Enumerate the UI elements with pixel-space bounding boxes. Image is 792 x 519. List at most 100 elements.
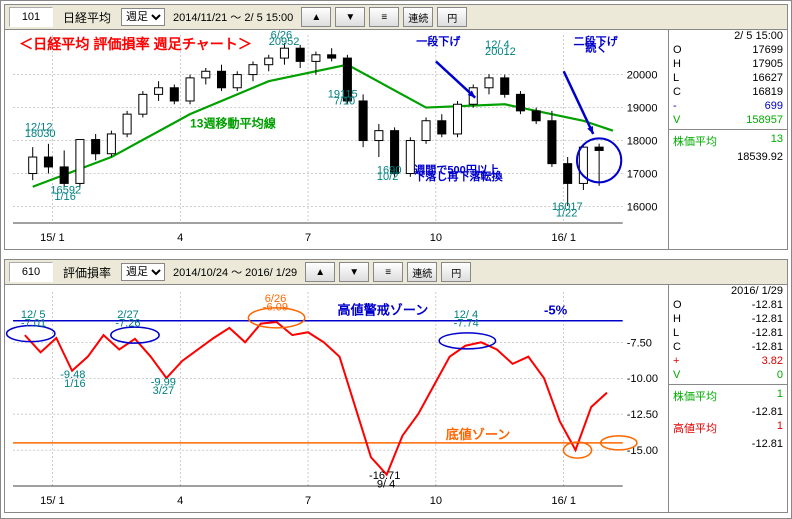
svg-text:16000: 16000 xyxy=(627,202,658,214)
svg-text:一段下げ: 一段下げ xyxy=(416,34,461,48)
ohlc-h: -12.81 xyxy=(752,313,783,325)
ohlc-h: 17905 xyxy=(752,58,783,70)
volume-label: V xyxy=(673,114,680,126)
svg-text:高値警戒ゾーン: 高値警戒ゾーン xyxy=(338,303,429,318)
svg-text:-6.09: -6.09 xyxy=(263,302,288,314)
svg-text:-7.50: -7.50 xyxy=(627,337,652,349)
top-panel: 日経平均 週足 2014/11/21 ～ 2/ 5 15:00 ▲ ▼ ≡ 連続… xyxy=(4,4,788,250)
ohlc-h-label: H xyxy=(673,313,681,325)
ohlc-o: -12.81 xyxy=(752,299,783,311)
continuous-button[interactable]: 連続 xyxy=(407,262,437,282)
avg-period: 13 xyxy=(771,133,783,149)
bottom-toolbar: 評価損率 週足 2014/10/24 ～ 2016/ 1/29 ▲ ▼ ≡ 連続… xyxy=(5,260,787,285)
svg-text:-10.00: -10.00 xyxy=(627,373,658,385)
ohlc-c-label: C xyxy=(673,86,681,98)
svg-text:-12.50: -12.50 xyxy=(627,409,658,421)
ohlc-l-label: L xyxy=(673,327,679,339)
svg-text:7: 7 xyxy=(305,495,311,507)
ohlc-l-label: L xyxy=(673,72,679,84)
svg-text:18030: 18030 xyxy=(25,128,56,140)
svg-text:1/22: 1/22 xyxy=(556,207,578,219)
timeframe-select[interactable]: 週足 xyxy=(121,263,165,281)
svg-text:9/ 4: 9/ 4 xyxy=(377,478,395,490)
svg-text:20012: 20012 xyxy=(485,46,516,58)
ohlc-l: -12.81 xyxy=(752,327,783,339)
svg-text:10/2: 10/2 xyxy=(377,171,399,183)
svg-text:20952: 20952 xyxy=(269,36,300,48)
svg-text:13週移動平均線: 13週移動平均線 xyxy=(190,115,276,130)
yen-button[interactable]: 円 xyxy=(437,7,467,27)
svg-text:10: 10 xyxy=(430,495,442,507)
yen-button[interactable]: 円 xyxy=(441,262,471,282)
svg-text:4: 4 xyxy=(177,495,183,507)
date-range: 2014/11/21 ～ 2/ 5 15:00 xyxy=(169,9,297,25)
ohlc-c: 16819 xyxy=(752,86,783,98)
volume-value: 158957 xyxy=(746,114,783,126)
svg-text:17000: 17000 xyxy=(627,169,658,181)
svg-text:7: 7 xyxy=(305,232,311,244)
diff-label: - xyxy=(673,100,677,112)
continuous-button[interactable]: 連続 xyxy=(403,7,433,27)
diff-value: 3.82 xyxy=(762,355,783,367)
ohlc-o-label: O xyxy=(673,299,682,311)
bottom-chart: -7.50 -10.00 -12.50 -15.00 15/ 1 4 7 10 16/ 1 高値警… xyxy=(5,284,669,512)
ohlc-h-label: H xyxy=(673,58,681,70)
code-input[interactable] xyxy=(9,262,53,282)
svg-text:16/ 1: 16/ 1 xyxy=(551,232,576,244)
svg-text:3/27: 3/27 xyxy=(153,385,175,397)
svg-text:4: 4 xyxy=(177,232,183,244)
svg-text:15/ 1: 15/ 1 xyxy=(40,232,65,244)
ohlc-c-label: C xyxy=(673,341,681,353)
ohlc-c: -12.81 xyxy=(752,341,783,353)
svg-text:20000: 20000 xyxy=(627,70,658,82)
top-chart: 16000 17000 18000 19000 20000 15/ 1 4 7 10 16/ 1 ＜… xyxy=(5,29,669,249)
app-root: 日経平均 週足 2014/11/21 ～ 2/ 5 15:00 ▲ ▼ ≡ 連続… xyxy=(0,0,792,519)
avg1-period: 1 xyxy=(777,388,783,404)
svg-text:1/16: 1/16 xyxy=(54,191,76,203)
bottom-panel: 評価損率 週足 2014/10/24 ～ 2016/ 1/29 ▲ ▼ ≡ 連続… xyxy=(4,259,788,513)
avg2-value: -12.81 xyxy=(752,438,783,450)
svg-text:1/16: 1/16 xyxy=(64,378,86,390)
scroll-up-button[interactable]: ▲ xyxy=(305,262,335,282)
svg-text:続く: 続く xyxy=(585,41,607,55)
svg-text:＜日経平均 評価損率 週足チャート＞: ＜日経平均 評価損率 週足チャート＞ xyxy=(19,36,252,52)
ohlc-l: 16627 xyxy=(752,72,783,84)
svg-text:下落し再下落転換: 下落し再下落転換 xyxy=(414,169,503,183)
volume-value: 0 xyxy=(777,369,783,381)
svg-text:-7.26: -7.26 xyxy=(115,318,140,330)
svg-text:7/10: 7/10 xyxy=(334,95,356,107)
svg-text:底値ゾーン: 底値ゾーン xyxy=(446,427,511,442)
timestamp: 2016/ 1/29 xyxy=(731,285,783,297)
list-button[interactable]: ≡ xyxy=(369,7,399,27)
date-range: 2014/10/24 ～ 2016/ 1/29 xyxy=(169,264,301,280)
scroll-down-button[interactable]: ▼ xyxy=(339,262,369,282)
svg-text:19000: 19000 xyxy=(627,103,658,115)
avg-label: 株価平均 xyxy=(673,133,717,149)
avg2-period: 1 xyxy=(777,420,783,436)
top-side-panel: 2/ 5 15:00 O17699 H17905 L16627 C16819 -… xyxy=(668,29,787,249)
svg-text:10: 10 xyxy=(430,232,442,244)
svg-text:-15.00: -15.00 xyxy=(627,445,658,457)
svg-text:16/ 1: 16/ 1 xyxy=(551,495,576,507)
svg-text:15/ 1: 15/ 1 xyxy=(40,495,65,507)
svg-text:-5%: -5% xyxy=(544,303,568,318)
svg-text:-7.74: -7.74 xyxy=(454,318,479,330)
ohlc-o: 17699 xyxy=(752,44,783,56)
list-button[interactable]: ≡ xyxy=(373,262,403,282)
avg-value: 18539.92 xyxy=(737,151,783,163)
instrument-name: 評価損率 xyxy=(57,264,117,281)
code-input[interactable] xyxy=(9,7,53,27)
avg1-value: -12.81 xyxy=(752,406,783,418)
diff-label: + xyxy=(673,355,679,367)
avg1-label: 株価平均 xyxy=(673,388,717,404)
bottom-side-panel: 2016/ 1/29 O -12.81 H -12.81 L -12.81 C -12.… xyxy=(668,284,787,512)
avg2-label: 高値平均 xyxy=(673,420,717,436)
timeframe-select[interactable]: 週足 xyxy=(121,8,165,26)
scroll-down-button[interactable]: ▼ xyxy=(335,7,365,27)
svg-text:-7.01: -7.01 xyxy=(21,318,46,330)
ohlc-o-label: O xyxy=(673,44,682,56)
top-toolbar: 日経平均 週足 2014/11/21 ～ 2/ 5 15:00 ▲ ▼ ≡ 連続… xyxy=(5,5,787,30)
scroll-up-button[interactable]: ▲ xyxy=(301,7,331,27)
instrument-name: 日経平均 xyxy=(57,9,117,26)
svg-text:18000: 18000 xyxy=(627,136,658,148)
